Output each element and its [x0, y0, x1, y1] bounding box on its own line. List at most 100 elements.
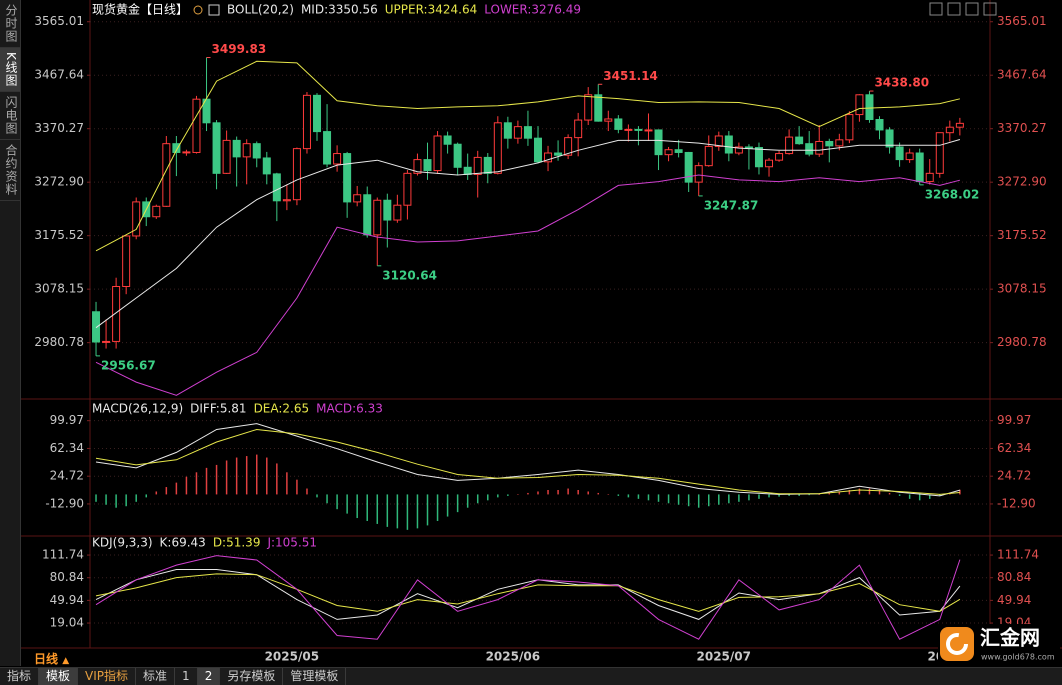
candle-body — [644, 129, 653, 132]
candle-body — [272, 173, 281, 202]
line-series — [95, 428, 960, 495]
candle-body — [523, 126, 532, 139]
y-tick-label: 3467.64 — [34, 68, 84, 82]
candle-body — [765, 159, 774, 168]
macd-bar — [647, 494, 650, 501]
candle-body — [875, 119, 884, 131]
side-tab[interactable]: 合约资料 — [0, 140, 20, 201]
candle-body — [664, 149, 673, 156]
toolbar-tab[interactable]: 另存模板 — [220, 668, 284, 685]
macd-bar — [627, 494, 630, 498]
y-tick-label: 80.84 — [50, 570, 84, 584]
candle-body — [343, 153, 352, 203]
candle-body — [242, 143, 251, 158]
chart: 2980.78 2980.78 3078.15 3078.15 3175.52 3175.… — [0, 0, 1062, 666]
icon-button[interactable] — [929, 2, 943, 16]
y-tick-label: -12.90 — [45, 496, 84, 510]
macd-bar — [386, 494, 389, 527]
candle-body — [122, 235, 131, 287]
macd-bar — [577, 490, 579, 495]
y-tick-label-right: 3467.64 — [997, 68, 1047, 82]
macd-bar — [376, 494, 379, 524]
line-series — [95, 555, 961, 640]
x-tick-label: 2025/06 — [486, 650, 540, 664]
candle-body — [282, 199, 291, 202]
macd-bar — [336, 494, 338, 510]
macd-bar — [276, 463, 278, 495]
macd-bar — [567, 488, 569, 495]
candle-body — [915, 152, 924, 183]
toolbar-tab[interactable]: 2 — [197, 668, 221, 685]
candle-body — [624, 128, 633, 131]
line-series — [95, 139, 961, 329]
macd-bar — [888, 492, 891, 495]
macd-bar — [125, 494, 127, 507]
macd-bar — [245, 456, 248, 495]
side-tab[interactable]: 闪电图 — [0, 92, 20, 140]
macd-bar — [105, 494, 107, 505]
line-series — [95, 423, 961, 497]
candle-body — [895, 146, 904, 161]
icon-button[interactable] — [947, 2, 961, 16]
checkbox-icon[interactable] — [208, 4, 220, 16]
macd-bar — [768, 494, 770, 498]
candle-body — [805, 143, 814, 155]
toolbar-tab[interactable]: VIP指标 — [78, 668, 137, 685]
period-arrow: ▲ — [62, 656, 70, 666]
candle-body — [694, 165, 703, 183]
macd-bar — [416, 494, 419, 529]
toolbar-tab[interactable]: 1 — [175, 668, 198, 685]
macd-bar — [838, 491, 841, 495]
macd-bar — [738, 494, 740, 502]
y-tick-label-right: 3370.27 — [997, 121, 1047, 135]
candle-body — [132, 201, 141, 237]
background — [0, 0, 1062, 666]
macd-bar — [155, 491, 158, 495]
macd-bar — [476, 494, 479, 504]
candle-body — [654, 129, 663, 156]
macd-bar — [346, 494, 348, 514]
candle-body — [313, 94, 322, 133]
candle-body — [222, 139, 231, 174]
macd-bar — [185, 476, 188, 495]
candle-body — [102, 340, 111, 343]
candle-body — [855, 94, 864, 116]
line-series — [95, 174, 961, 396]
plot-area: 2980.78 2980.78 3078.15 3078.15 3175.52 3175.… — [34, 2, 1046, 664]
toolbar-tab[interactable]: 标准 — [136, 668, 176, 685]
annotation-label: 3451.14 — [603, 69, 658, 83]
side-tab[interactable]: K线图 — [0, 48, 20, 92]
macd-bar — [195, 472, 198, 495]
indicator-name: MACD(26,12,9) — [92, 402, 183, 416]
macd-bar — [657, 494, 660, 502]
candle-body — [302, 94, 311, 150]
logo-name: 汇金网 — [980, 626, 1040, 650]
macd-bar — [306, 488, 308, 495]
macd-bar — [95, 494, 97, 502]
candle-body — [533, 137, 542, 163]
macd-bar — [316, 494, 318, 498]
candle-body — [112, 285, 121, 342]
toolbar-tab[interactable]: 模板 — [39, 668, 79, 685]
macd-bar — [436, 494, 439, 521]
toolbar-tab[interactable]: 指标 — [0, 668, 40, 685]
macd-bar — [517, 494, 519, 495]
candle-body — [785, 136, 794, 155]
macd-bar — [959, 489, 961, 495]
macd-bar — [426, 494, 429, 526]
y-tick-label-right: 111.74 — [997, 548, 1039, 562]
candle-body — [614, 118, 623, 130]
logo-icon — [940, 627, 974, 661]
side-tab[interactable]: 分时图 — [0, 0, 20, 48]
macd-bar — [547, 490, 549, 495]
chart-title: 现货黄金【日线】 — [92, 2, 188, 17]
icon-button[interactable] — [983, 2, 997, 16]
period-selector[interactable]: 日线 ▲ — [34, 650, 69, 667]
macd-bar — [637, 494, 640, 499]
macd-bar — [918, 494, 921, 501]
icon-button[interactable] — [965, 2, 979, 16]
macd-bar — [235, 457, 238, 495]
y-tick-label: 3565.01 — [34, 14, 84, 28]
toolbar-tab[interactable]: 管理模板 — [283, 668, 347, 685]
macd-bar — [406, 494, 409, 530]
